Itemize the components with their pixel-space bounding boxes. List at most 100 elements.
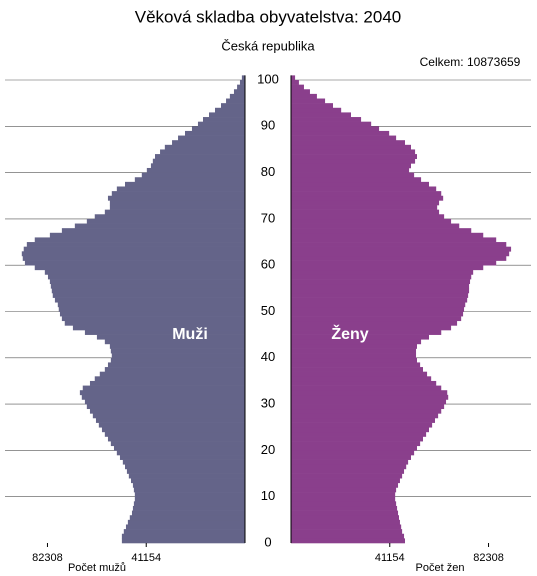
y-tick-label: 100 (257, 71, 279, 86)
bar (128, 473, 245, 479)
bar (291, 75, 296, 81)
bar (291, 519, 400, 525)
x-axis-title: Počet žen (416, 562, 465, 574)
bar (134, 177, 245, 183)
bar (116, 186, 245, 192)
bar (291, 436, 423, 442)
bar (116, 450, 245, 456)
bar (291, 209, 440, 215)
bar (291, 353, 417, 359)
bar (229, 93, 245, 99)
bar (291, 302, 466, 308)
bar (291, 121, 372, 127)
bar (291, 515, 399, 521)
bar (291, 140, 405, 146)
bar (104, 339, 245, 345)
bar (132, 505, 245, 511)
bar (52, 292, 246, 298)
bar (89, 380, 246, 386)
bar (291, 482, 399, 488)
bar (291, 417, 435, 423)
bar (291, 269, 474, 275)
bar (197, 121, 245, 127)
bar (110, 441, 245, 447)
bar (291, 84, 304, 90)
bar (291, 279, 471, 285)
bar (291, 228, 472, 234)
bar (291, 422, 433, 428)
bar (84, 399, 245, 405)
bar (134, 496, 245, 502)
bar (291, 130, 390, 136)
bar (291, 223, 460, 229)
bar (291, 404, 445, 410)
bar (113, 445, 246, 451)
bar (109, 343, 245, 349)
bar (291, 163, 411, 169)
bar (291, 487, 397, 493)
bar (95, 417, 246, 423)
y-tick-label: 20 (261, 442, 275, 457)
bar (291, 177, 422, 183)
bar (291, 117, 362, 122)
bar (107, 362, 246, 368)
bar (291, 297, 468, 303)
bar (291, 427, 429, 433)
bar (291, 538, 405, 544)
bar (86, 404, 245, 410)
bar (291, 172, 415, 178)
bar (96, 334, 245, 340)
bar (81, 394, 245, 400)
bar (291, 362, 421, 368)
bar (239, 80, 245, 85)
bar (291, 325, 452, 331)
bar (291, 251, 510, 257)
bar (291, 274, 472, 280)
y-tick-label: 30 (261, 396, 275, 411)
y-tick-label: 10 (261, 488, 275, 503)
bar (104, 431, 245, 437)
x-tick-label: 82308 (473, 552, 504, 564)
bar (291, 103, 333, 109)
bar (99, 371, 245, 377)
bar (185, 130, 245, 136)
bar (291, 232, 484, 238)
bar (111, 353, 245, 359)
bar (131, 478, 245, 484)
series-label: Ženy (331, 324, 368, 343)
bar (57, 302, 245, 308)
bar (291, 371, 428, 377)
bar (291, 464, 407, 470)
bar (291, 311, 464, 317)
bar (121, 533, 245, 539)
bar (291, 112, 351, 118)
bar (291, 260, 497, 266)
bar (123, 529, 245, 535)
bar (221, 103, 245, 109)
bar (291, 408, 442, 414)
bar (291, 413, 439, 419)
bar (291, 445, 417, 451)
bar (119, 455, 245, 460)
y-tick-label: 60 (261, 257, 275, 272)
bar (109, 205, 245, 210)
bar (82, 385, 245, 391)
bar (291, 214, 445, 220)
bar (134, 492, 245, 497)
bar (126, 468, 245, 474)
bar (72, 325, 245, 331)
bar (291, 399, 447, 405)
bar (109, 200, 245, 206)
bar (291, 459, 409, 465)
bar (291, 306, 465, 312)
bar (146, 167, 245, 173)
bar (291, 492, 396, 497)
y-tick-label: 0 (264, 534, 271, 549)
bar (44, 269, 246, 275)
bar (291, 98, 326, 104)
series-label: Muži (172, 326, 208, 343)
bar (291, 237, 497, 243)
bar (291, 376, 432, 382)
bar (101, 427, 246, 433)
bar (22, 255, 246, 261)
